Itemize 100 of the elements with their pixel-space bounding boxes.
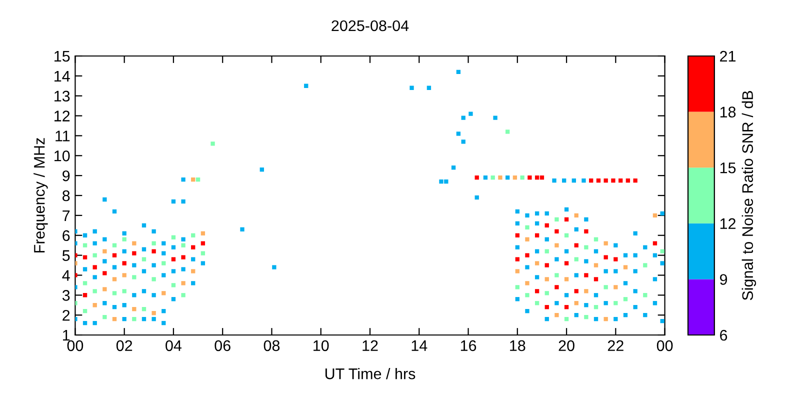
point <box>520 175 524 180</box>
color-bar-title: Signal to Noise Ratio SNR / dB <box>742 91 756 300</box>
x-tick-label: 02 <box>116 340 132 352</box>
point <box>544 223 549 228</box>
point <box>112 277 117 282</box>
point <box>122 237 126 242</box>
color-bar-label: 18 <box>720 106 736 118</box>
point <box>594 305 598 310</box>
point <box>554 243 559 248</box>
point <box>92 303 97 308</box>
x-tick-label: 00 <box>67 340 84 352</box>
point <box>594 237 598 242</box>
point <box>142 307 146 312</box>
point <box>614 301 618 306</box>
color-bar-label: 6 <box>720 330 728 341</box>
point <box>594 263 598 268</box>
point <box>82 309 88 314</box>
y-tick-label: 12 <box>54 110 70 122</box>
y-tick-label: 2 <box>62 310 70 321</box>
point <box>623 265 628 270</box>
point <box>534 289 540 294</box>
point <box>525 237 530 242</box>
x-tick-label: 06 <box>214 340 230 352</box>
point <box>643 293 648 298</box>
y-tick-label: 10 <box>54 150 70 162</box>
point <box>122 289 126 294</box>
y-tick-label: 7 <box>62 210 70 221</box>
y-axis-title: Frequency / MHz <box>34 138 48 252</box>
point <box>584 245 588 250</box>
point <box>200 231 206 236</box>
point <box>102 314 107 320</box>
point <box>633 178 638 183</box>
point <box>200 241 206 246</box>
y-tick-label: 1 <box>63 330 70 341</box>
x-tick-label: 20 <box>558 340 574 352</box>
point <box>660 249 664 254</box>
point <box>162 291 166 296</box>
point <box>152 310 156 316</box>
point <box>525 293 530 298</box>
point <box>564 261 569 266</box>
point <box>82 255 88 260</box>
point <box>112 243 117 248</box>
point <box>584 229 588 234</box>
point <box>574 301 578 306</box>
point <box>132 275 136 280</box>
point <box>564 305 569 310</box>
point <box>92 253 97 258</box>
point <box>554 217 559 222</box>
point <box>534 261 540 266</box>
point <box>584 314 588 320</box>
point <box>181 243 186 248</box>
point <box>512 175 518 180</box>
x-tick-label: 18 <box>510 340 526 352</box>
point <box>152 241 156 246</box>
x-tick-label: 14 <box>412 340 428 351</box>
point <box>474 175 479 180</box>
point <box>574 213 578 218</box>
point <box>142 257 146 262</box>
x-tick-label: 22 <box>608 340 624 351</box>
color-bar-label: 15 <box>720 162 736 174</box>
x-tick-label: 12 <box>362 340 378 351</box>
point <box>82 243 88 248</box>
y-tick-label: 14 <box>54 70 70 82</box>
point <box>584 289 588 294</box>
point <box>614 257 618 262</box>
point <box>554 312 559 318</box>
point <box>574 257 578 262</box>
point <box>152 277 156 282</box>
point <box>200 251 206 256</box>
point <box>534 233 540 238</box>
point <box>132 316 136 322</box>
y-tick-label: 5 <box>62 250 70 261</box>
point <box>196 177 200 182</box>
point <box>525 225 530 230</box>
point <box>525 253 530 258</box>
y-tick-label: 11 <box>56 130 70 142</box>
point <box>112 316 117 322</box>
color-bar-label: 12 <box>720 218 736 229</box>
y-tick-label: 9 <box>62 170 70 182</box>
point <box>623 297 628 302</box>
point <box>618 178 623 183</box>
point <box>515 257 520 262</box>
y-tick-label: 3 <box>62 290 70 301</box>
point <box>181 255 186 260</box>
point <box>584 273 588 278</box>
point <box>574 289 578 294</box>
point <box>643 263 648 268</box>
y-tick-label: 8 <box>62 190 70 202</box>
point <box>122 273 126 278</box>
point <box>544 277 549 282</box>
point <box>544 263 549 268</box>
y-tick-label: 6 <box>62 230 70 242</box>
color-bar-label: 9 <box>720 274 728 285</box>
point <box>554 229 559 234</box>
x-tick-label: 10 <box>314 340 329 352</box>
point <box>544 291 549 296</box>
point <box>604 178 608 183</box>
point <box>525 281 530 286</box>
point <box>152 249 156 254</box>
point <box>162 261 166 266</box>
